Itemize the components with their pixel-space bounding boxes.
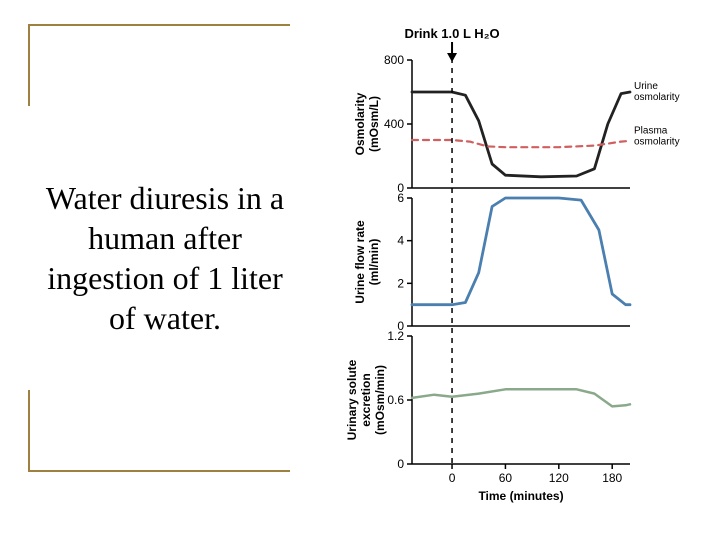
series-label: osmolarity — [634, 92, 680, 103]
y-tick-label: 6 — [397, 191, 404, 205]
y-tick-label: 0.6 — [387, 393, 404, 407]
y-tick-label: 2 — [397, 276, 404, 290]
y-axis-label: Osmolarity — [353, 92, 367, 155]
caption-text: Water diuresis in a human after ingestio… — [40, 178, 290, 338]
series-line — [412, 198, 630, 305]
y-tick-label: 1.2 — [387, 329, 404, 343]
charts-svg: Drink 1.0 L H₂O 0 400 800 Osmolarity(mOsm/L)… — [300, 20, 700, 520]
series-line — [412, 92, 630, 177]
y-axis-label: excretion — [359, 373, 373, 426]
series-label: Urine — [634, 81, 658, 92]
charts-container: Drink 1.0 L H₂O 0 400 800 Osmolarity(mOsm/L)… — [300, 20, 700, 520]
x-axis-label: Time (minutes) — [478, 489, 563, 503]
series-line — [412, 140, 630, 147]
y-tick-label: 4 — [397, 234, 404, 248]
y-axis-label: (mOsm/min) — [373, 365, 387, 435]
x-tick-label: 180 — [602, 471, 622, 485]
y-axis-label: (mOsm/L) — [367, 96, 381, 152]
y-axis-label: (ml/min) — [367, 239, 381, 286]
top-label: Drink 1.0 L H₂O — [404, 26, 499, 41]
series-label: osmolarity — [634, 137, 680, 148]
y-axis-label: Urinary solute — [345, 359, 359, 440]
series-line — [412, 389, 630, 406]
y-tick-label: 400 — [384, 117, 404, 131]
slide-frame-bottom — [28, 390, 290, 472]
y-axis-label: Urine flow rate — [353, 220, 367, 304]
series-label: Plasma — [634, 126, 668, 137]
x-tick-label: 120 — [549, 471, 569, 485]
x-tick-label: 0 — [449, 471, 456, 485]
y-tick-label: 800 — [384, 53, 404, 67]
slide-frame-top — [28, 24, 290, 106]
x-tick-label: 60 — [499, 471, 513, 485]
y-tick-label: 0 — [397, 457, 404, 471]
